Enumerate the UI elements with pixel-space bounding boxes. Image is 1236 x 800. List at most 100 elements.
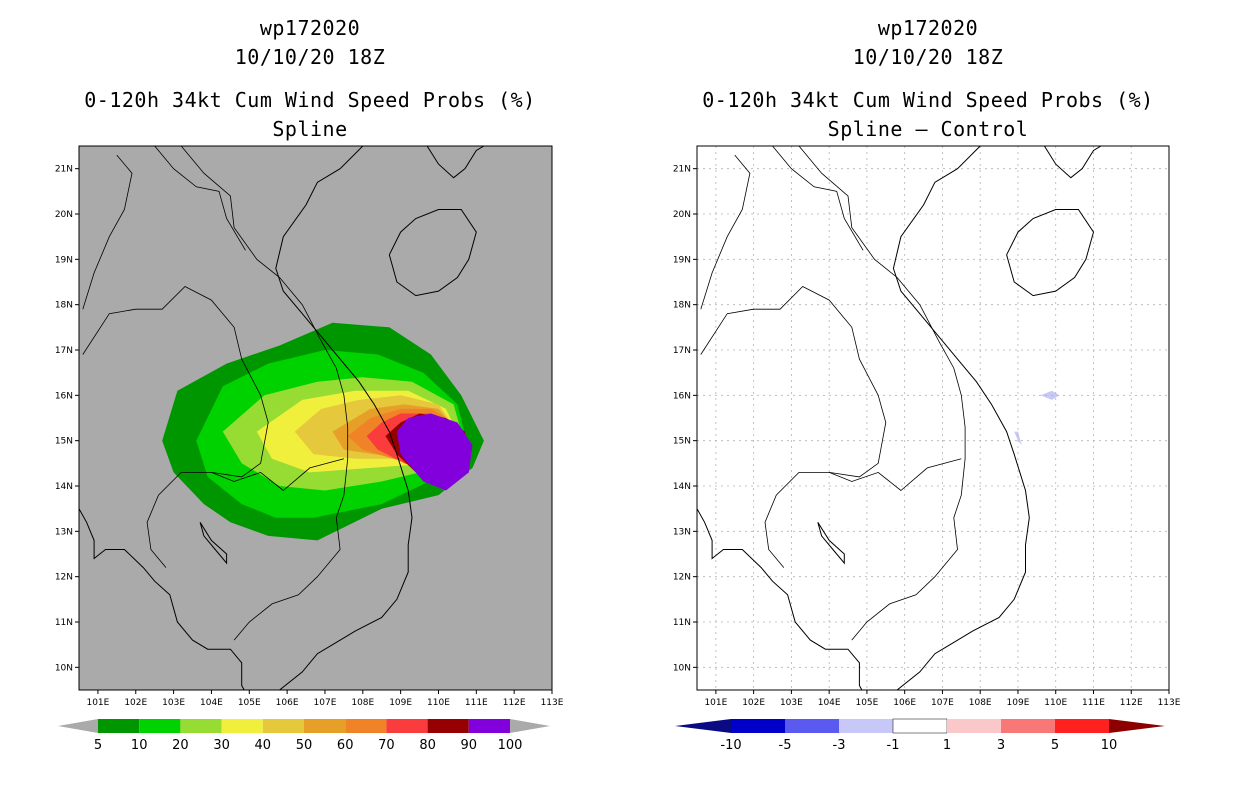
left-colorbar-label-2: 20 [172,738,189,753]
right-ytick-label-17N: 17N [673,346,691,356]
right-colorbar-high-arrow [1109,719,1165,733]
left-colorbar-label-3: 30 [213,738,230,753]
left-colorbar-segment-8 [427,719,469,733]
left-map-frame [78,145,553,691]
left-xtick-label-103E: 103E [162,698,185,708]
left-colorbar-label-0: 5 [94,738,102,753]
right-xtick-label-102E: 102E [742,698,765,708]
right-contour-m1-0 [995,381,1067,468]
right-xtick-label-108E: 108E [969,698,992,708]
left-colorbar-label-10: 100 [498,738,523,753]
right-xtick-label-106E: 106E [893,698,916,708]
right-colorbar-segment-6 [1055,719,1109,733]
left-coastline-3 [199,522,228,565]
left-colorbar-low-arrow [58,719,98,733]
right-xtick-label-112E: 112E [1120,698,1143,708]
right-xtick-label-104E: 104E [818,698,841,708]
left-xtick-label-102E: 102E [124,698,147,708]
left-colorbar-segment-7 [386,719,428,733]
left-title-product: 0-120h 34kt Cum Wind Speed Probs (%) [84,88,536,112]
left-colorbar-segment-4 [262,719,304,733]
right-coastline-1 [1006,209,1095,297]
right-colorbar-low-arrow [675,719,731,733]
right-ytick-label-13N: 13N [673,527,691,537]
right-colorbar-segment-1 [785,719,839,733]
right-ytick-label-14N: 14N [673,482,691,492]
right-ytick-label-10N: 10N [673,663,691,673]
right-panel-title: wp172020 10/10/20 18Z 0-120h 34kt Cum Wi… [678,14,1178,144]
left-xtick-label-113E: 113E [541,698,564,708]
left-border-1 [82,154,133,310]
right-title-product: 0-120h 34kt Cum Wind Speed Probs (%) [702,88,1154,112]
right-ytick-label-20N: 20N [673,210,691,220]
left-ytick-label-16N: 16N [55,391,73,401]
right-xtick-label-103E: 103E [780,698,803,708]
left-xtick-label-104E: 104E [200,698,223,708]
left-coastline-0 [79,146,413,690]
right-xtick-label-113E: 113E [1158,698,1181,708]
left-ytick-label-17N: 17N [55,346,73,356]
right-ytick-label-12N: 12N [673,573,691,583]
right-coastline-0 [697,146,1030,690]
left-xtick-label-101E: 101E [86,698,109,708]
right-colorbar-label-1: -5 [779,738,792,753]
left-colorbar-label-6: 60 [337,738,354,753]
right-border-4 [772,146,864,251]
right-border-2 [798,146,966,641]
right-colorbar-segment-3 [892,718,948,734]
left-xtick-label-110E: 110E [427,698,450,708]
left-contour-100-10 [415,418,469,486]
left-border-0 [82,286,269,568]
left-coastline-2 [426,146,485,179]
right-xtick-label-101E: 101E [704,698,727,708]
right-coastline-3 [817,522,845,565]
right-colorbar-label-5: 3 [997,738,1005,753]
right-colorbar-label-7: 10 [1101,738,1118,753]
right-ytick-label-11N: 11N [673,618,691,628]
left-ytick-label-13N: 13N [55,527,73,537]
left-colorbar-label-5: 50 [296,738,313,753]
left-ytick-label-12N: 12N [55,573,73,583]
left-colorbar-segment-5 [304,719,346,733]
left-title-method: Spline [272,117,348,141]
right-xtick-label-107E: 107E [931,698,954,708]
left-colorbar-label-8: 80 [419,738,436,753]
right-ytick-label-21N: 21N [673,165,691,175]
right-xtick-label-110E: 110E [1044,698,1067,708]
left-colorbar-segment-9 [468,719,510,733]
right-contour-1-3 [1070,377,1109,428]
right-colorbar-segment-4 [947,719,1001,733]
right-xtick-label-105E: 105E [855,698,878,708]
right-title-storm-id: wp172020 [877,16,979,40]
right-colorbar-segment-2 [839,719,893,733]
right-border-0 [700,286,887,568]
right-title-datetime: 10/10/20 18Z [852,45,1004,69]
right-colorbar-segment-0 [731,719,785,733]
left-colorbar-segment-2 [180,719,222,733]
left-ytick-label-11N: 11N [55,618,73,628]
left-colorbar-segment-0 [98,719,140,733]
right-title-method: Spline – Control [827,117,1029,141]
left-colorbar-label-1: 10 [131,738,148,753]
right-ytick-label-16N: 16N [673,391,691,401]
left-colorbar-segment-6 [345,719,387,733]
left-colorbar-high-arrow [510,719,550,733]
left-panel-title: wp172020 10/10/20 18Z 0-120h 34kt Cum Wi… [60,14,560,144]
right-colorbar-label-6: 5 [1051,738,1059,753]
left-colorbar-segment-3 [221,719,263,733]
right-ytick-label-15N: 15N [673,437,691,447]
left-ytick-label-19N: 19N [55,255,73,265]
left-xtick-label-109E: 109E [389,698,412,708]
right-colorbar-label-2: -3 [833,738,846,753]
left-ytick-label-18N: 18N [55,301,73,311]
left-xtick-label-107E: 107E [314,698,337,708]
left-title-datetime: 10/10/20 18Z [234,45,386,69]
left-border-3 [211,458,345,492]
left-xtick-label-111E: 111E [465,698,488,708]
left-ytick-label-21N: 21N [55,165,73,175]
right-map-frame [696,145,1170,691]
left-border-2 [180,146,349,641]
left-colorbar-label-9: 90 [461,738,478,753]
left-ytick-label-10N: 10N [55,663,73,673]
